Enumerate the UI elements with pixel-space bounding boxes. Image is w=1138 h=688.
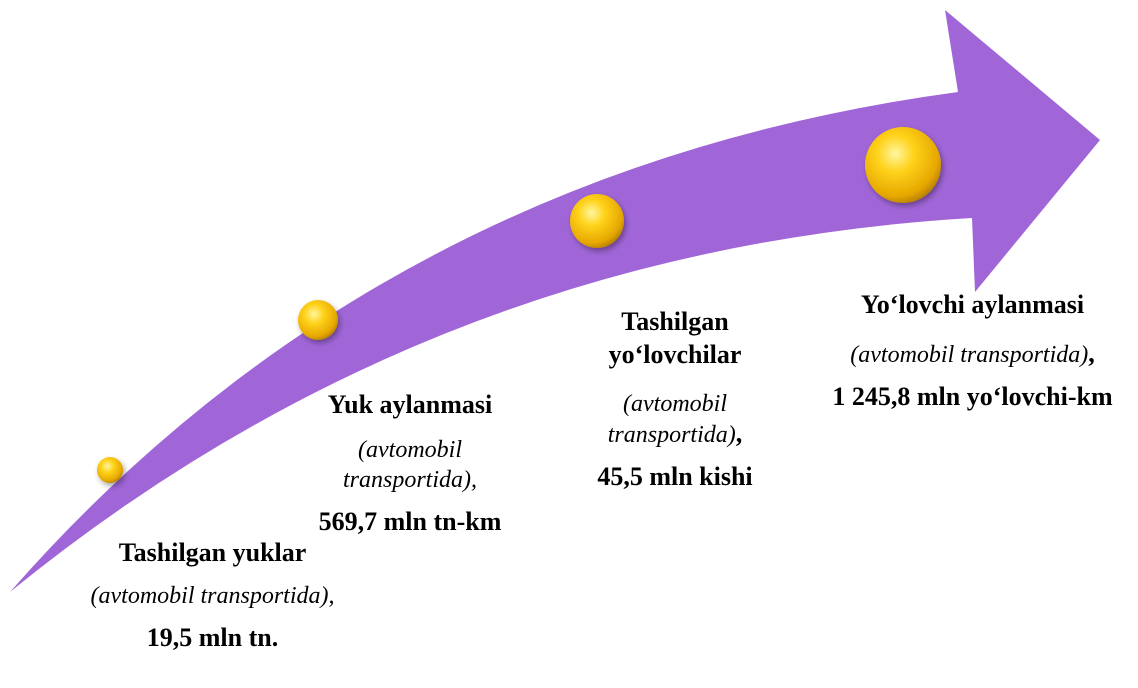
stat-title: Tashilgan yuklar bbox=[118, 538, 307, 567]
stat-item: Tashilgan yuklar (avtomobil transportida… bbox=[90, 536, 335, 657]
stat-note: (avtomobil transportida), bbox=[90, 583, 335, 609]
stat-value: 569,7 mln tn-km bbox=[318, 507, 502, 536]
coins bbox=[97, 127, 941, 483]
stat-title: Yo‘lovchi aylanmasi bbox=[860, 290, 1085, 319]
stat-value: 1 245,8 mln yo‘lovchi-km bbox=[832, 382, 1113, 411]
stat-item: Yuk aylanmasi (avtomobil transportida), … bbox=[290, 388, 530, 541]
coin bbox=[298, 300, 338, 340]
stat-title: Tashilgan yo‘lovchilar bbox=[608, 307, 742, 369]
coin bbox=[865, 127, 941, 203]
stat-value: 45,5 mln kishi bbox=[597, 462, 753, 491]
stat-note: (avtomobil transportida) bbox=[850, 342, 1089, 368]
stat-item: Yo‘lovchi aylanmasi (avtomobil transport… bbox=[800, 288, 1138, 416]
coin bbox=[97, 457, 123, 483]
stat-note: (avtomobil transportida) bbox=[607, 391, 736, 448]
stat-title: Yuk aylanmasi bbox=[327, 390, 493, 419]
stat-note-suffix: , bbox=[735, 419, 743, 448]
stat-value: 19,5 mln tn. bbox=[146, 623, 279, 652]
stat-note-suffix: , bbox=[1088, 339, 1095, 368]
curved-arrow bbox=[10, 10, 1100, 592]
coin bbox=[570, 194, 624, 248]
stat-note: (avtomobil transportida), bbox=[342, 437, 477, 493]
stat-item: Tashilgan yo‘lovchilar (avtomobil transp… bbox=[585, 305, 765, 496]
